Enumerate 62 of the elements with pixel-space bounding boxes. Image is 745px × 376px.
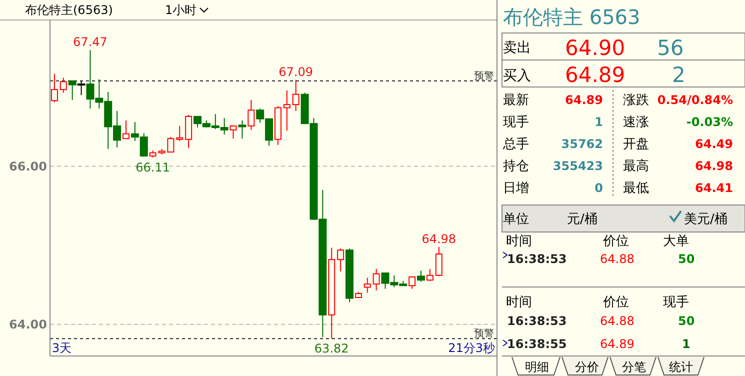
text: 时间 [506,295,532,310]
annotation: 67.09 [278,65,314,80]
text: 统计 [669,360,693,374]
text: 35762 [561,137,603,151]
text: 价位 [602,234,629,249]
annotation: 64.98 [422,232,456,246]
text: 16:38:53 [507,314,567,328]
text: -0.03% [686,115,733,129]
text: 时间 [506,234,532,249]
text: 现手 [503,115,529,130]
text: 50 [678,314,695,328]
text: 1 [682,337,690,351]
text: 0.54/0.84% [657,93,733,107]
text: 64.90 [565,36,626,60]
annotation: 67.47 [73,35,108,50]
text: 64.49 [695,137,733,151]
text: 价位 [602,295,629,310]
text: 买入 [503,68,531,84]
text: 16:38:53 [507,252,567,266]
text: 涨跌 [623,93,649,108]
text: 64.88 [600,314,634,328]
ref-line-label: 预警 [474,328,494,340]
text: 2 [672,63,686,87]
text: 卖出 [503,40,531,56]
annotation: 63.82 [314,342,349,356]
text: 50 [678,252,695,266]
text: 最高 [623,158,649,174]
text: 开盘 [623,137,649,152]
text: 64.98 [695,159,733,173]
panel-title: 布伦特主 6563 [503,5,640,29]
text: 64.89 [565,93,603,107]
text: 64.41 [695,181,733,195]
text: 元/桶 [567,212,598,227]
text: 大单 [663,234,689,249]
text: 355423 [552,159,603,173]
text: 最新 [503,93,529,108]
text: 64.89 [565,63,626,87]
text: 美元/桶 [684,211,728,227]
text: 单位 [503,212,529,227]
subtitle: 1小时 [165,3,197,17]
title: 布伦特主(6563) [25,3,113,17]
text: 分笔 [622,360,646,374]
y-tick-label: 64.00 [9,317,47,332]
text: 速涨 [623,115,649,130]
text: 56 [657,36,684,60]
text: 1 [594,115,603,129]
y-tick-label: 66.00 [9,159,47,174]
annotation: 21分3秒 [448,341,495,355]
annotation: 3天 [52,341,72,355]
text: 持仓 [503,159,529,174]
annotation: 66.11 [136,160,170,175]
text: 16:38:55 [507,337,567,351]
text: 日增 [503,181,529,196]
text: 最低 [623,181,649,196]
text: 明细 [525,360,549,374]
text: 0 [594,181,603,195]
text: 64.89 [600,337,634,351]
text: 分价 [575,360,599,374]
text: 总手 [502,137,529,152]
text: 64.88 [600,252,634,266]
ref-line-label: 预警 [474,70,494,82]
text: 现手 [663,295,689,310]
